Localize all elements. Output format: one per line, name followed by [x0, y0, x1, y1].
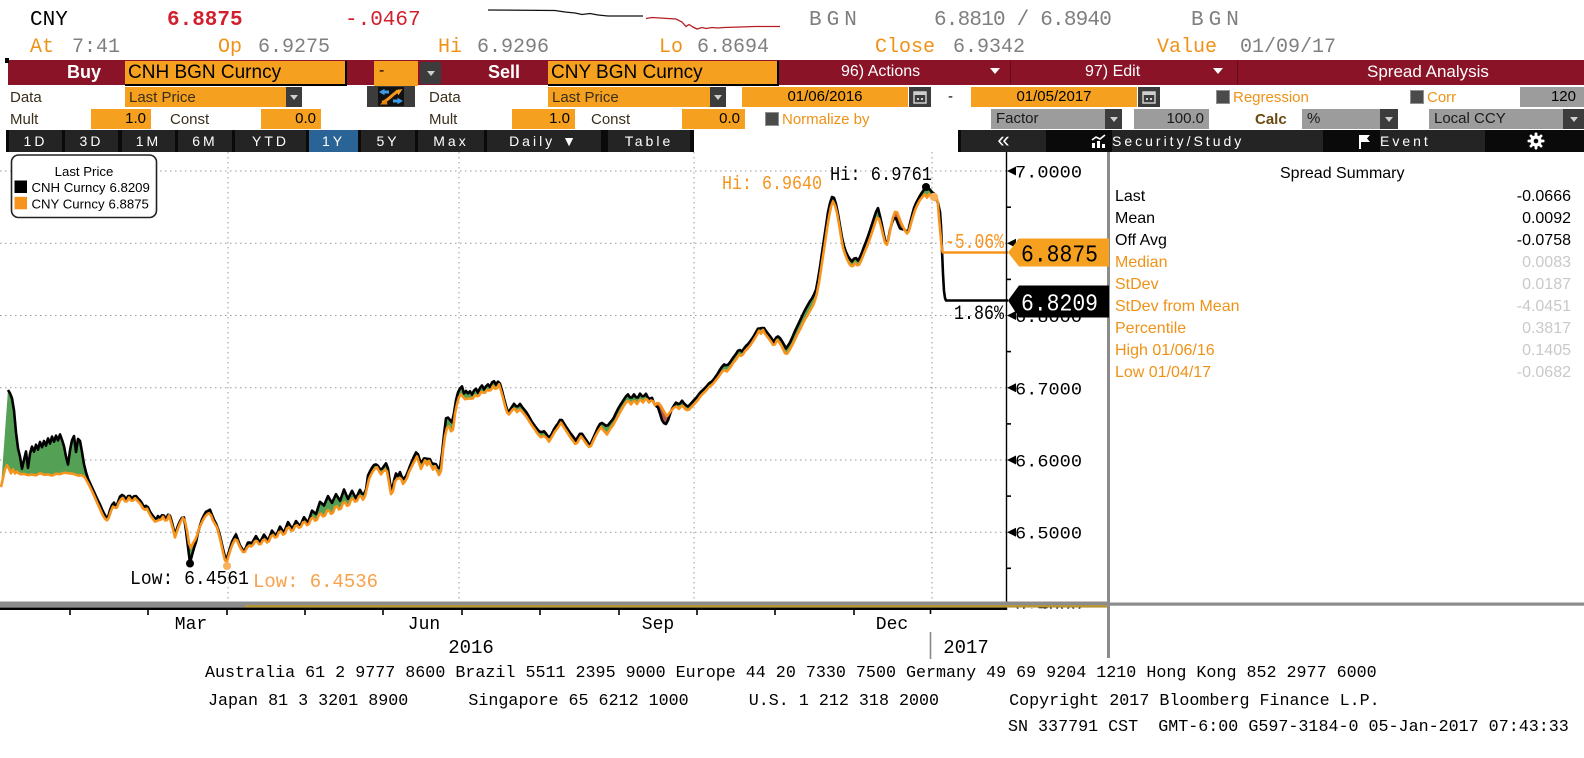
svg-text:Jun: Jun — [408, 615, 440, 635]
svg-text:6.5000: 6.5000 — [1015, 525, 1082, 545]
svg-text:Hi: 6.9640: Hi: 6.9640 — [722, 173, 822, 195]
svg-text:6.6000: 6.6000 — [1015, 453, 1082, 473]
svg-text:-5.06%: -5.06% — [945, 232, 1004, 255]
svg-text:1.86%: 1.86% — [954, 303, 1005, 326]
svg-text:Last Price: Last Price — [55, 164, 114, 179]
svg-text:6.8875: 6.8875 — [1021, 243, 1098, 270]
svg-text:2017: 2017 — [943, 637, 989, 659]
svg-text:2016: 2016 — [448, 637, 494, 659]
svg-text:6.8209: 6.8209 — [1021, 292, 1098, 319]
svg-text:Hi: 6.9761: Hi: 6.9761 — [830, 164, 932, 186]
svg-text:Sep: Sep — [642, 615, 674, 635]
svg-text:Low: 6.4536: Low: 6.4536 — [253, 571, 378, 593]
svg-text:Dec: Dec — [876, 615, 908, 635]
svg-text:7.0000: 7.0000 — [1015, 164, 1082, 184]
svg-text:6.7000: 6.7000 — [1015, 380, 1082, 400]
svg-text:Mar: Mar — [175, 615, 207, 635]
svg-text:Low: 6.4561: Low: 6.4561 — [130, 568, 249, 590]
